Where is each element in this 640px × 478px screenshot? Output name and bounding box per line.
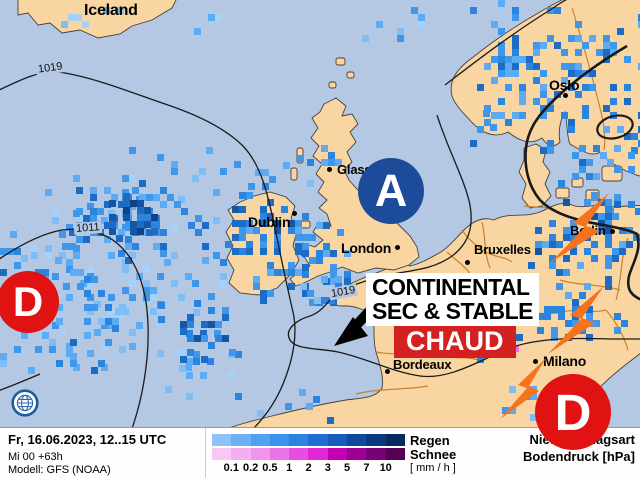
city-label-bordeaux: Bordeaux [393,357,452,372]
legend-tick: 0.1 [223,462,239,474]
legend-segment [212,434,232,446]
isobar-1019-west [0,71,296,427]
legend-snow-label: Schnee [410,447,457,462]
city-label-oslo: Oslo [549,77,580,93]
legend-tick: 0.2 [242,462,259,474]
legend-tick: 0.5 [262,462,278,474]
isobar-fragment-sw [0,373,41,391]
annotation-chaud-box: CHAUD [394,326,516,358]
legend-segment [366,434,386,446]
legend-segment [327,448,348,460]
legend-segment [289,448,309,460]
city-dot [533,359,538,364]
city-label-bruxelles: Bruxelles [474,242,531,257]
footer-bar: Fr, 16.06.2023, 12..15 UTC Mi 00 +63h Mo… [0,427,640,478]
legend-segment [212,448,232,460]
legend-segment [269,434,290,446]
legend-segment [327,434,348,446]
city-dot [610,229,615,234]
footer-pressure-label: Bodendruck [hPa] [523,449,635,464]
city-label-iceland: Iceland [84,2,138,19]
isobar-1011 [0,228,149,427]
city-dot [327,167,332,172]
precipitation-pixels [0,0,640,424]
city-label-london: London [341,240,392,256]
pressure-center-a: A [358,158,424,224]
legend-tick: 5 [344,462,351,474]
legend-segment [250,434,270,446]
legend-segment [250,448,270,460]
annotation-continental-box: CONTINENTAL SEC & STABLE [366,273,539,326]
legend-tick: 10 [379,462,392,474]
isobar-value-label: 1011 [73,221,103,235]
legend-unit-label: [ mm / h ] [410,462,456,474]
footer-model: Modell: GFS (NOAA) [8,464,111,476]
footer-datetime: Fr, 16.06.2023, 12..15 UTC [8,432,167,447]
annotation-line2: SEC & STABLE [372,298,533,324]
footer-divider [205,428,206,478]
legend-rain-colorbar [212,434,405,446]
city-label-dublin: Dublin [248,214,291,230]
legend-tick: 7 [363,462,370,474]
snow-pixel [512,345,519,352]
legend-segment [231,434,251,446]
legend-segment [308,434,328,446]
pressure-center-d: D [0,271,59,333]
legend-rain-label: Regen [410,433,450,448]
isobar-norway-coastal [444,0,568,86]
legend-segment [366,448,386,460]
isobar-1019-channel [287,114,640,378]
legend-segment [308,448,328,460]
city-dot [385,369,390,374]
city-label-berlin: Berlin [570,223,606,238]
legend-segment [385,448,405,460]
legend-segment [347,434,367,446]
legend-segment [289,434,309,446]
legend-segment [385,434,405,446]
legend-segment [269,448,290,460]
legend-tick: 1 [286,462,293,474]
legend-tick: 3 [324,462,331,474]
legend-tick: 2 [305,462,312,474]
city-label-milano: Milano [543,353,587,369]
annotation-line1: CONTINENTAL [372,274,530,300]
land-iceland [17,0,177,39]
footer-run-info: Mi 00 +63h [8,451,63,463]
city-dot [395,245,400,250]
pressure-center-d: D [535,374,611,450]
legend-segment [231,448,251,460]
globe-icon [11,389,39,417]
city-dot [292,211,297,216]
legend-segment [347,448,367,460]
city-dot [465,260,470,265]
legend-snow-colorbar [212,448,405,460]
isobar-closed-contour [596,114,634,140]
city-dot [563,93,568,98]
